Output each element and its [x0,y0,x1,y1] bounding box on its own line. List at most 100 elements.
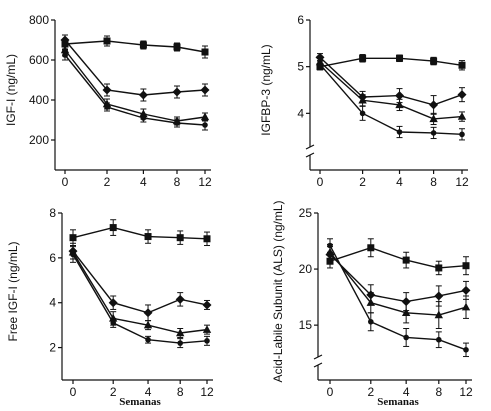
x-tick-label: 8 [177,385,184,399]
series-triangle [68,245,212,338]
y-tick-label: 6 [297,13,304,27]
data-point [144,233,152,241]
series-line [72,254,208,344]
panel-igf-i: 200 400 600 800 0 2 4 8 12 IGF-I (ng/mL) [4,13,212,189]
y-tick-label: 800 [29,13,49,27]
series-triangle [315,57,467,126]
data-point [173,43,181,51]
axis-break-mark [305,144,315,150]
y-axis-title: Free IGF-I (ng/mL) [6,241,20,341]
series-square [316,54,466,71]
data-point [463,347,469,353]
data-point [434,291,444,301]
data-point [174,120,180,126]
series-line [64,40,206,53]
data-point [176,234,184,242]
y-tick-label: 2 [49,341,56,355]
y-tick-label: 200 [29,133,49,147]
data-point [204,338,210,344]
x-tick-label: 4 [145,385,152,399]
data-point [395,100,404,109]
data-point [429,114,438,123]
x-tick-label: 12 [200,385,214,399]
data-point [108,298,118,308]
axis-break-mark [305,152,315,158]
y-tick-label: 15 [299,318,313,332]
x-tick-label: 2 [104,175,111,189]
data-point [60,35,70,45]
data-point [430,57,438,65]
data-point [367,244,375,252]
panel-als: 15 20 25 0 2 4 8 12 Acid-Labile Subunit (ALS) (n… [271,200,473,408]
x-tick-label: 2 [359,175,366,189]
series-circle [327,238,469,358]
series-circle [317,60,465,141]
data-point [461,285,471,295]
data-point [434,310,443,319]
data-point [138,90,148,100]
data-point [317,61,323,68]
series-square [61,35,209,59]
data-point [177,340,183,346]
y-tick-label: 8 [49,206,56,220]
series-line [319,57,463,68]
data-point [202,122,208,128]
data-point [200,112,210,121]
y-tick-label: 20 [299,262,313,276]
series-line [329,247,467,269]
data-point [315,52,325,62]
data-point [69,234,77,242]
data-point [102,85,112,95]
x-axis-title: Semanas [119,396,161,408]
data-point [435,264,443,272]
x-axis-title: Semanas [377,396,419,408]
data-point [145,336,151,343]
data-point [462,262,470,270]
x-tick-label: 0 [327,385,334,399]
y-tick-label: 4 [49,296,56,310]
x-tick-label: 4 [140,175,147,189]
y-axis-title: IGFBP-3 (ng/mL) [259,44,273,135]
data-point [429,100,439,110]
panel-igfbp-3: 4 5 6 0 2 4 8 12 IGFBP-3 (ng/mL) [259,13,469,189]
data-point [143,320,153,329]
series-line [72,251,208,334]
data-point [396,54,404,62]
x-tick-label: 4 [403,385,410,399]
data-point [203,235,211,243]
data-point [60,45,70,54]
y-tick-label: 25 [299,206,313,220]
x-tick-label: 4 [396,175,403,189]
data-point [202,300,212,310]
data-point [70,251,76,258]
data-point [395,91,405,101]
series-square [326,238,470,276]
data-point [139,41,147,49]
panel-free-igf-i: 2 4 6 8 0 2 4 8 12 Free IGF-I (ng/mL) Semanas [6,206,214,408]
x-tick-label: 0 [62,175,69,189]
axis-break-mark [313,354,323,360]
series-line [72,226,208,240]
x-tick-label: 0 [70,385,77,399]
data-point [202,325,212,333]
x-tick-label: 2 [110,385,117,399]
series-circle [70,246,210,349]
x-tick-label: 12 [455,175,469,189]
data-point [436,336,442,343]
data-point [403,334,409,341]
y-tick-label: 6 [49,251,56,265]
axis-break-mark [313,362,323,368]
series-line [319,63,463,136]
data-point [459,131,465,138]
series-line [319,61,463,120]
y-tick-label: 5 [297,60,304,74]
y-tick-label: 400 [29,93,49,107]
data-point [430,130,437,136]
data-point [175,294,185,304]
x-tick-label: 12 [198,175,212,189]
y-tick-label: 600 [29,53,49,67]
series-line [72,250,208,314]
y-tick-label: 4 [297,106,304,120]
x-tick-label: 12 [459,385,473,399]
